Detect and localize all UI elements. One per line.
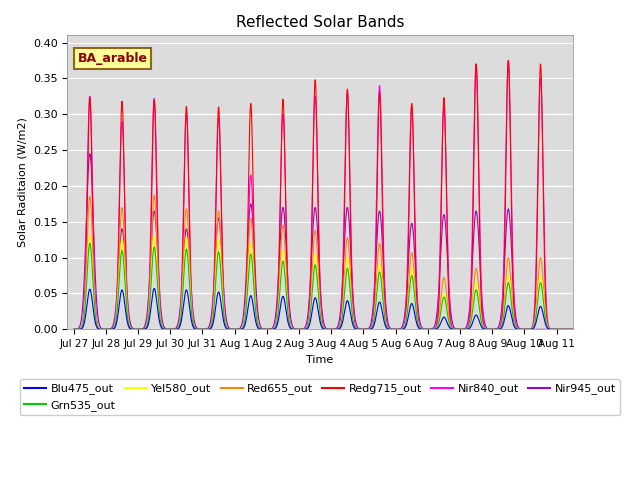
Red655_out bbox=[375, 245, 383, 251]
Red655_out bbox=[96, 326, 104, 332]
Nir840_out bbox=[96, 326, 104, 332]
Yel580_out bbox=[479, 324, 487, 330]
Redg715_out bbox=[96, 326, 104, 332]
Nir840_out bbox=[479, 316, 487, 322]
Title: Reflected Solar Bands: Reflected Solar Bands bbox=[236, 15, 404, 30]
Blu475_out bbox=[479, 326, 487, 332]
Line: Blu475_out: Blu475_out bbox=[74, 288, 589, 329]
Grn535_out bbox=[479, 324, 487, 330]
Red655_out bbox=[397, 326, 405, 332]
Nir945_out bbox=[257, 323, 264, 329]
Nir840_out bbox=[585, 326, 593, 332]
Nir945_out bbox=[375, 213, 383, 218]
Red655_out bbox=[585, 326, 593, 332]
Blu475_out bbox=[452, 326, 460, 332]
Line: Yel580_out: Yel580_out bbox=[74, 236, 589, 329]
Redg715_out bbox=[257, 326, 264, 332]
Nir945_out bbox=[585, 326, 593, 332]
Nir945_out bbox=[86, 151, 93, 156]
Blu475_out bbox=[96, 326, 104, 332]
Yel580_out bbox=[70, 326, 77, 332]
Red655_out bbox=[70, 326, 77, 332]
Yel580_out bbox=[86, 233, 93, 239]
Blu475_out bbox=[585, 326, 593, 332]
Red655_out bbox=[452, 326, 460, 332]
Nir840_out bbox=[397, 326, 405, 332]
Yel580_out bbox=[96, 326, 104, 332]
Line: Nir840_out: Nir840_out bbox=[74, 60, 589, 329]
Line: Grn535_out: Grn535_out bbox=[74, 243, 589, 329]
Redg715_out bbox=[504, 58, 512, 63]
Redg715_out bbox=[585, 326, 593, 332]
Text: BA_arable: BA_arable bbox=[77, 52, 147, 65]
Y-axis label: Solar Raditaion (W/m2): Solar Raditaion (W/m2) bbox=[17, 118, 28, 247]
Nir945_out bbox=[70, 326, 77, 332]
Red655_out bbox=[479, 323, 487, 329]
Grn535_out bbox=[96, 326, 104, 332]
Nir840_out bbox=[70, 326, 77, 332]
Grn535_out bbox=[452, 326, 460, 332]
Grn535_out bbox=[397, 326, 405, 332]
Red655_out bbox=[257, 326, 264, 332]
Grn535_out bbox=[257, 326, 264, 332]
Nir945_out bbox=[96, 323, 104, 329]
Redg715_out bbox=[397, 326, 405, 332]
X-axis label: Time: Time bbox=[307, 355, 333, 365]
Redg715_out bbox=[70, 326, 77, 332]
Nir945_out bbox=[452, 326, 460, 332]
Grn535_out bbox=[86, 240, 93, 246]
Nir840_out bbox=[257, 326, 264, 332]
Redg715_out bbox=[374, 111, 382, 117]
Red655_out bbox=[150, 192, 158, 198]
Yel580_out bbox=[375, 265, 383, 271]
Grn535_out bbox=[375, 272, 383, 278]
Redg715_out bbox=[452, 326, 460, 332]
Yel580_out bbox=[257, 326, 264, 332]
Blu475_out bbox=[150, 286, 158, 291]
Blu475_out bbox=[257, 326, 264, 332]
Nir945_out bbox=[479, 310, 487, 315]
Line: Nir945_out: Nir945_out bbox=[74, 154, 589, 329]
Blu475_out bbox=[70, 326, 77, 332]
Blu475_out bbox=[375, 301, 383, 307]
Yel580_out bbox=[397, 326, 405, 332]
Line: Red655_out: Red655_out bbox=[74, 195, 589, 329]
Nir945_out bbox=[397, 325, 405, 331]
Nir840_out bbox=[452, 326, 460, 332]
Grn535_out bbox=[70, 326, 77, 332]
Nir840_out bbox=[374, 100, 382, 106]
Yel580_out bbox=[452, 326, 460, 332]
Nir840_out bbox=[504, 58, 512, 63]
Grn535_out bbox=[585, 326, 593, 332]
Yel580_out bbox=[585, 326, 593, 332]
Redg715_out bbox=[479, 322, 487, 328]
Line: Redg715_out: Redg715_out bbox=[74, 60, 589, 329]
Legend: Blu475_out, Grn535_out, Yel580_out, Red655_out, Redg715_out, Nir840_out, Nir945_: Blu475_out, Grn535_out, Yel580_out, Red6… bbox=[20, 379, 620, 415]
Blu475_out bbox=[397, 326, 405, 332]
